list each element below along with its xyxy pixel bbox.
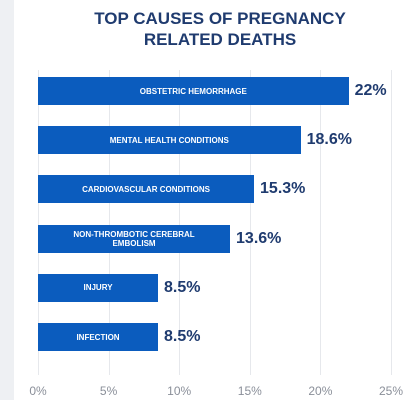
bar: INJURY bbox=[38, 273, 159, 302]
x-tick-label: 25% bbox=[378, 384, 404, 398]
side-strip bbox=[0, 0, 14, 400]
grid-line bbox=[391, 70, 392, 375]
grid-line bbox=[249, 70, 251, 375]
grid-line bbox=[179, 70, 181, 375]
x-tick-label: 0% bbox=[29, 384, 47, 398]
value-label: 15.3% bbox=[260, 180, 306, 198]
bar: CARDIOVASCULAR CONDITIONS bbox=[38, 175, 255, 204]
x-tick-label: 15% bbox=[237, 384, 262, 398]
value-label: 13.6% bbox=[236, 229, 282, 247]
category-label: NON-THROMBOTIC CEREBRAL EMBOLISM bbox=[73, 229, 195, 248]
grid-line bbox=[108, 70, 110, 375]
bar: MENTAL HEALTH CONDITIONS bbox=[38, 126, 301, 155]
bar: INFECTION bbox=[38, 323, 159, 351]
x-tick-label: 20% bbox=[308, 384, 333, 398]
category-label: OBSTETRIC HEMORRHAGE bbox=[139, 86, 247, 96]
x-tick-label: 5% bbox=[99, 384, 118, 398]
value-label: 18.6% bbox=[306, 131, 352, 149]
category-label: MENTAL HEALTH CONDITIONS bbox=[109, 135, 229, 145]
bar: NON-THROMBOTIC CEREBRAL EMBOLISM bbox=[38, 224, 231, 253]
grid-line bbox=[320, 70, 322, 375]
grid-line bbox=[38, 70, 39, 375]
category-label: INFECTION bbox=[76, 332, 120, 342]
x-tick-label: 10% bbox=[167, 384, 192, 398]
value-label: 22% bbox=[354, 82, 387, 99]
value-label: 8.5% bbox=[164, 278, 201, 296]
bar: OBSTETRIC HEMORRHAGE bbox=[38, 77, 349, 105]
chart-title: TOP CAUSES OF PREGNANCY RELATED DEATHS bbox=[94, 9, 346, 49]
value-label: 8.5% bbox=[164, 328, 201, 345]
category-label: INJURY bbox=[83, 283, 113, 293]
category-label: CARDIOVASCULAR CONDITIONS bbox=[82, 184, 210, 194]
